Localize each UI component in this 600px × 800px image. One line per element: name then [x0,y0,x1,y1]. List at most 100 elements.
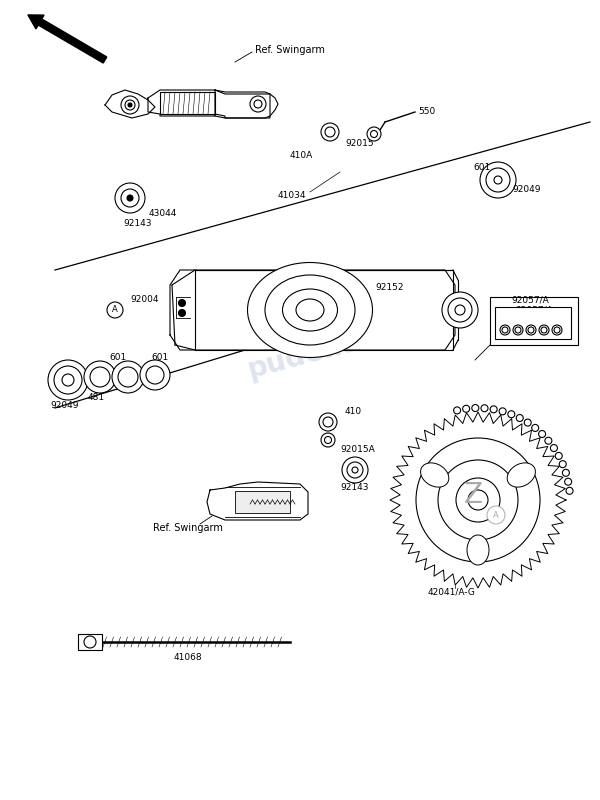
Circle shape [487,506,505,524]
Polygon shape [170,270,455,350]
Circle shape [107,302,123,318]
Circle shape [494,176,502,184]
Circle shape [528,327,534,333]
Circle shape [555,452,562,459]
Circle shape [472,405,479,411]
Circle shape [179,310,185,317]
Text: 41068: 41068 [173,653,202,662]
Bar [78,634,102,650]
Circle shape [90,367,110,387]
Circle shape [323,417,333,427]
Ellipse shape [421,463,449,487]
Bar [195,270,453,350]
Circle shape [321,433,335,447]
Circle shape [342,457,368,483]
Circle shape [508,410,515,418]
Circle shape [254,100,262,108]
Circle shape [524,419,531,426]
Circle shape [347,462,363,478]
Circle shape [179,299,185,306]
Text: Ref. Swingarm: Ref. Swingarm [255,45,325,55]
Circle shape [416,438,540,562]
Circle shape [565,478,572,486]
Circle shape [442,292,478,328]
Circle shape [325,437,331,443]
Text: 92057/A: 92057/A [515,306,553,314]
Circle shape [513,325,523,335]
Circle shape [554,327,560,333]
Polygon shape [148,90,278,118]
Ellipse shape [248,262,373,358]
Text: factor
pudelki: factor pudelki [236,296,364,384]
Circle shape [552,325,562,335]
Polygon shape [207,482,308,520]
Text: 601: 601 [151,354,169,362]
Circle shape [115,183,145,213]
Text: 92143: 92143 [124,219,152,229]
Circle shape [352,467,358,473]
Circle shape [128,103,132,107]
Circle shape [48,360,88,400]
Circle shape [112,361,144,393]
Text: 92015: 92015 [345,138,374,147]
Ellipse shape [283,289,337,331]
Circle shape [532,425,539,431]
Circle shape [127,195,133,201]
Circle shape [515,327,521,333]
Circle shape [84,361,116,393]
Text: 601: 601 [109,354,127,362]
Text: 92152: 92152 [376,282,404,291]
Circle shape [448,298,472,322]
Circle shape [502,327,508,333]
Circle shape [490,406,497,413]
Text: 550: 550 [418,107,435,117]
Circle shape [321,123,339,141]
Circle shape [468,490,488,510]
Bar [490,297,578,345]
Circle shape [499,408,506,415]
Text: 410A: 410A [290,151,313,161]
Circle shape [118,367,138,387]
Circle shape [463,406,470,412]
Circle shape [325,127,335,137]
Text: 410: 410 [345,407,362,417]
Bar [235,491,290,513]
Circle shape [486,168,510,192]
Circle shape [480,162,516,198]
Text: 92015A: 92015A [340,446,375,454]
Circle shape [250,96,266,112]
Circle shape [516,414,523,422]
Circle shape [539,430,545,438]
Circle shape [54,366,82,394]
Text: 43044: 43044 [149,210,177,218]
Circle shape [481,405,488,412]
Circle shape [455,305,465,315]
Text: 92143: 92143 [341,483,369,493]
Polygon shape [215,90,270,118]
Circle shape [559,461,566,468]
Text: 92057/A: 92057/A [511,295,549,305]
Circle shape [545,438,552,444]
Circle shape [539,325,549,335]
Circle shape [500,325,510,335]
Circle shape [456,478,500,522]
Circle shape [319,413,337,431]
Circle shape [371,130,377,138]
Circle shape [62,374,74,386]
Ellipse shape [265,275,355,345]
Text: A: A [493,510,499,519]
Text: 42041/A-G: 42041/A-G [428,587,476,597]
Ellipse shape [467,535,489,565]
Text: Z: Z [464,481,482,509]
Circle shape [541,327,547,333]
Text: 481: 481 [88,394,104,402]
Text: 92049: 92049 [51,402,79,410]
Circle shape [121,96,139,114]
Ellipse shape [507,463,535,487]
Text: A: A [112,306,118,314]
Text: 601: 601 [473,163,491,173]
Polygon shape [105,90,155,118]
Circle shape [367,127,381,141]
Polygon shape [390,412,566,588]
Circle shape [526,325,536,335]
